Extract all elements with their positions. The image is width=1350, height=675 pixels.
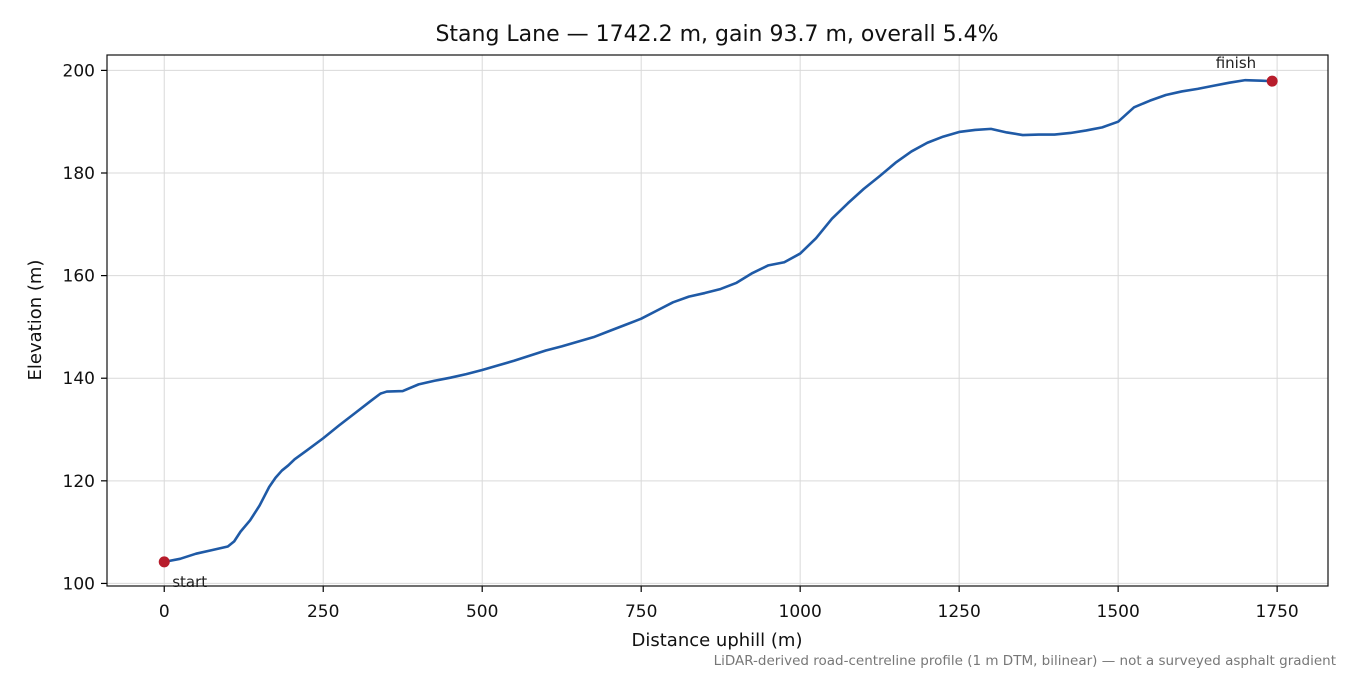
x-tick-label: 750	[625, 602, 657, 622]
x-tick-label: 500	[466, 602, 498, 622]
y-tick-label: 120	[63, 472, 95, 492]
chart-footnote: LiDAR-derived road-centreline profile (1…	[714, 653, 1336, 669]
x-tick-label: 0	[159, 602, 170, 622]
finish-label: finish	[1216, 54, 1256, 72]
y-tick-label: 100	[63, 574, 95, 594]
x-tick-label: 250	[307, 602, 339, 622]
x-tick-label: 1750	[1255, 602, 1298, 622]
start-marker	[158, 556, 170, 568]
x-tick-label: 1000	[779, 602, 822, 622]
y-tick-label: 140	[63, 369, 95, 389]
markers: start finish	[158, 54, 1278, 591]
x-tick-label: 1250	[938, 602, 981, 622]
y-tick-label: 180	[63, 164, 95, 184]
y-axis: 100 120 140 160 180 200	[63, 61, 107, 594]
grid-layer	[107, 55, 1328, 586]
y-axis-label: Elevation (m)	[25, 260, 46, 381]
y-tick-label: 200	[63, 61, 95, 81]
elevation-series-line	[162, 78, 1274, 564]
start-label: start	[172, 573, 207, 591]
plot-frame	[106, 54, 1329, 587]
x-tick-label: 1500	[1097, 602, 1140, 622]
chart-title: Stang Lane — 1742.2 m, gain 93.7 m, over…	[435, 22, 998, 47]
finish-marker	[1266, 75, 1278, 87]
x-axis-label: Distance uphill (m)	[632, 630, 803, 651]
y-tick-label: 160	[63, 267, 95, 287]
x-axis: 0 250 500 750 1000 1250 1500 1750	[159, 586, 1299, 622]
